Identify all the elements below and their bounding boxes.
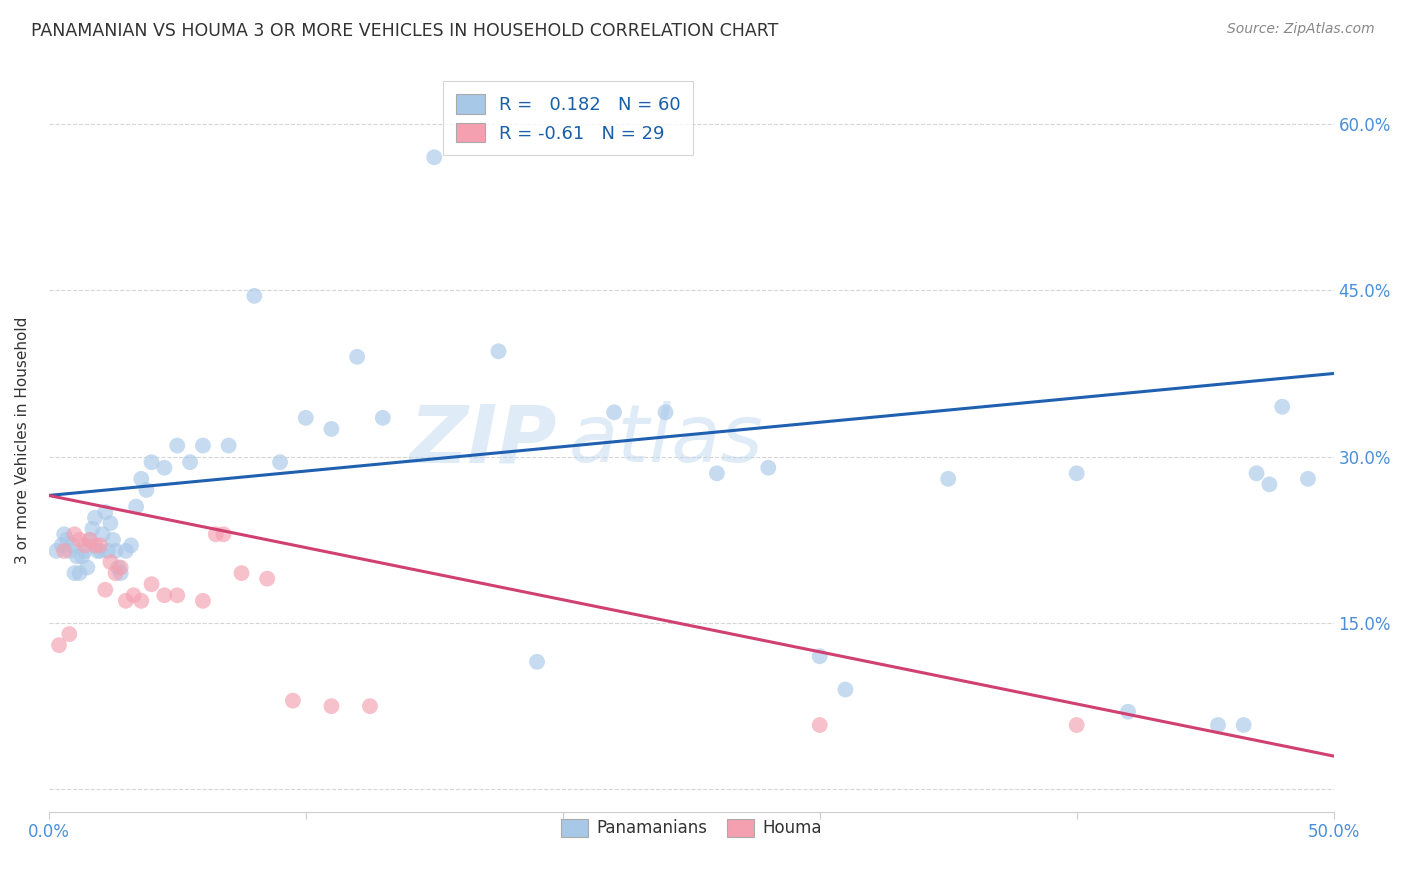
Point — [53, 527, 76, 541]
Point — [346, 350, 368, 364]
Point — [526, 655, 548, 669]
Point — [69, 533, 91, 547]
Point — [371, 410, 394, 425]
Point — [294, 410, 316, 425]
Point — [82, 522, 104, 536]
Point — [63, 566, 86, 580]
Point — [756, 460, 779, 475]
Point — [100, 516, 122, 531]
Point — [256, 572, 278, 586]
Point — [73, 544, 96, 558]
Point — [76, 560, 98, 574]
Point — [212, 527, 235, 541]
Point — [153, 460, 176, 475]
Point — [86, 544, 108, 558]
Point — [115, 594, 138, 608]
Point — [84, 510, 107, 524]
Point — [1246, 467, 1268, 481]
Point — [101, 533, 124, 547]
Point — [115, 544, 138, 558]
Point — [129, 594, 152, 608]
Text: PANAMANIAN VS HOUMA 3 OR MORE VEHICLES IN HOUSEHOLD CORRELATION CHART: PANAMANIAN VS HOUMA 3 OR MORE VEHICLES I… — [31, 22, 779, 40]
Point — [104, 566, 127, 580]
Point — [603, 405, 626, 419]
Text: Source: ZipAtlas.com: Source: ZipAtlas.com — [1227, 22, 1375, 37]
Point — [191, 439, 214, 453]
Point — [936, 472, 959, 486]
Point — [58, 544, 80, 558]
Point — [654, 405, 676, 419]
Point — [1206, 718, 1229, 732]
Point — [141, 577, 163, 591]
Point — [1066, 467, 1088, 481]
Point — [107, 560, 129, 574]
Point — [1116, 705, 1139, 719]
Point — [60, 538, 83, 552]
Point — [231, 566, 253, 580]
Point — [110, 566, 132, 580]
Point — [89, 544, 111, 558]
Point — [281, 693, 304, 707]
Point — [48, 638, 70, 652]
Point — [94, 505, 117, 519]
Point — [1296, 472, 1319, 486]
Point — [153, 588, 176, 602]
Point — [1233, 718, 1256, 732]
Legend: Panamanians, Houma: Panamanians, Houma — [554, 812, 828, 844]
Point — [166, 439, 188, 453]
Point — [808, 649, 831, 664]
Text: ZIP: ZIP — [409, 401, 557, 479]
Point — [135, 483, 157, 497]
Point — [1258, 477, 1281, 491]
Point — [129, 472, 152, 486]
Point — [204, 527, 226, 541]
Point — [66, 549, 89, 564]
Point — [104, 544, 127, 558]
Point — [243, 289, 266, 303]
Point — [1271, 400, 1294, 414]
Point — [321, 422, 343, 436]
Point — [51, 538, 73, 552]
Y-axis label: 3 or more Vehicles in Household: 3 or more Vehicles in Household — [15, 317, 30, 564]
Point — [269, 455, 291, 469]
Point — [179, 455, 201, 469]
Point — [89, 538, 111, 552]
Point — [97, 544, 120, 558]
Point — [191, 594, 214, 608]
Point — [141, 455, 163, 469]
Point — [45, 544, 67, 558]
Point — [120, 538, 142, 552]
Point — [423, 150, 446, 164]
Point — [58, 627, 80, 641]
Point — [70, 549, 93, 564]
Point — [125, 500, 148, 514]
Point — [359, 699, 381, 714]
Point — [1066, 718, 1088, 732]
Point — [79, 533, 101, 547]
Point — [91, 527, 114, 541]
Point — [321, 699, 343, 714]
Point — [834, 682, 856, 697]
Point — [94, 582, 117, 597]
Point — [100, 555, 122, 569]
Point — [218, 439, 240, 453]
Point — [84, 538, 107, 552]
Point — [55, 533, 77, 547]
Point — [488, 344, 510, 359]
Point — [110, 560, 132, 574]
Point — [122, 588, 145, 602]
Point — [79, 533, 101, 547]
Point — [706, 467, 728, 481]
Point — [53, 544, 76, 558]
Point — [808, 718, 831, 732]
Text: atlas: atlas — [569, 401, 763, 479]
Point — [166, 588, 188, 602]
Point — [63, 527, 86, 541]
Point — [73, 538, 96, 552]
Point — [69, 566, 91, 580]
